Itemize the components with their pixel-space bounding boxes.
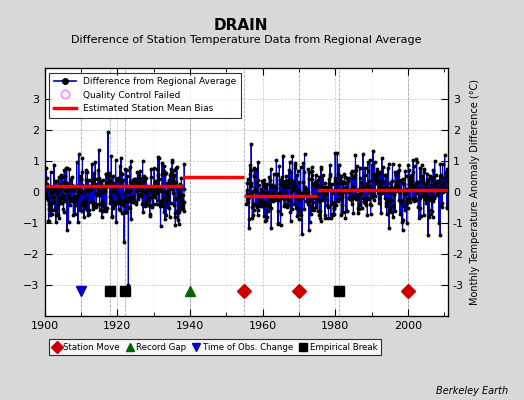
Title: Difference of Station Temperature Data from Regional Average: Difference of Station Temperature Data f… (71, 35, 421, 45)
Y-axis label: Monthly Temperature Anomaly Difference (°C): Monthly Temperature Anomaly Difference (… (470, 79, 479, 305)
Text: Berkeley Earth: Berkeley Earth (436, 386, 508, 396)
Legend: Station Move, Record Gap, Time of Obs. Change, Empirical Break: Station Move, Record Gap, Time of Obs. C… (49, 339, 380, 355)
Text: DRAIN: DRAIN (214, 18, 268, 33)
